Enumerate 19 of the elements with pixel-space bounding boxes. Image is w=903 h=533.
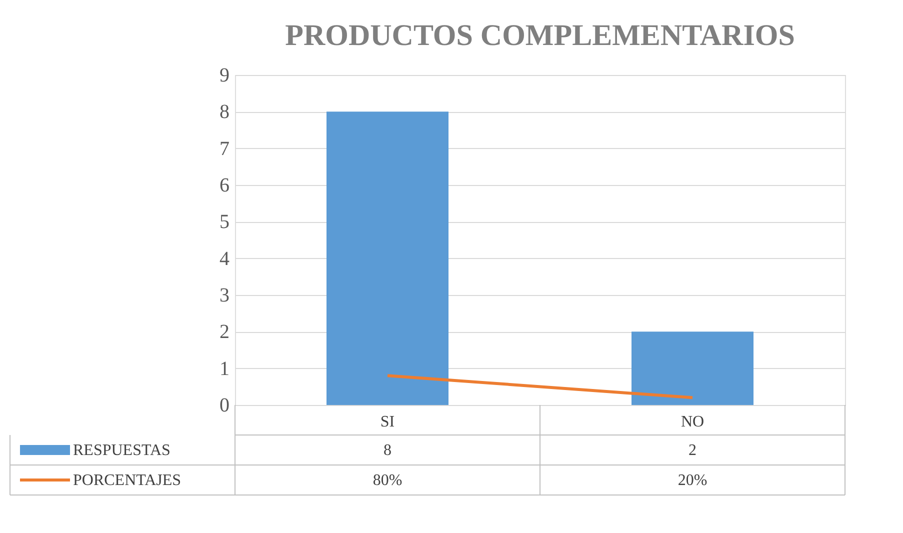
chart-title: PRODUCTOS COMPLEMENTARIOS (285, 19, 795, 52)
y-tick-label: 3 (220, 284, 230, 306)
y-tick-label: 0 (220, 394, 230, 416)
x-tick-label: NO (680, 414, 704, 430)
data-label: 20% (678, 472, 708, 489)
legend-label: RESPUESTAS (73, 442, 170, 459)
y-tick-label: 5 (220, 211, 230, 234)
x-tick-label: SI (380, 414, 395, 430)
legend-label: PORCENTAJES (73, 472, 182, 489)
y-tick-label: 6 (220, 174, 230, 196)
y-tick-label: 2 (220, 321, 230, 344)
data-label: 2 (688, 442, 696, 459)
y-tick-label: 7 (220, 138, 230, 160)
y-tick-label: 9 (220, 64, 230, 86)
y-tick-label: 4 (220, 248, 230, 270)
data-label: 8 (384, 442, 392, 459)
y-tick-label: 1 (220, 358, 230, 380)
y-tick-label: 8 (220, 101, 230, 124)
data-label: 80% (372, 472, 402, 489)
